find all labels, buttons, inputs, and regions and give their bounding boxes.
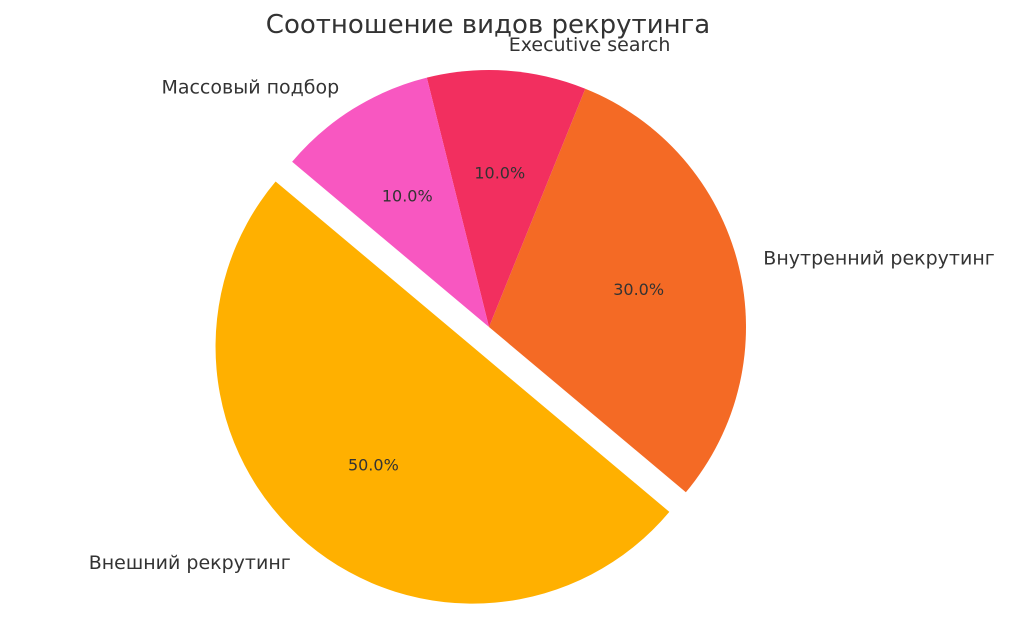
slice-percent-label: 10.0% bbox=[382, 187, 433, 206]
pie-slice bbox=[292, 77, 489, 327]
pie-slice bbox=[215, 181, 670, 604]
slice-category-label: Внутренний рекрутинг bbox=[763, 248, 994, 270]
slice-percent-label: 30.0% bbox=[613, 280, 664, 299]
pie-slices bbox=[215, 70, 747, 604]
pie-slice bbox=[426, 70, 586, 328]
chart-title: Соотношение видов рекрутинга bbox=[266, 10, 710, 40]
pie-slice bbox=[489, 88, 747, 493]
slice-percent-label: 10.0% bbox=[474, 164, 525, 183]
pie-labels: 50.0% Внешний рекрутинг 30.0% Внутренний ре… bbox=[89, 34, 995, 574]
slice-category-label: Массовый подбор bbox=[161, 76, 339, 98]
slice-category-label: Внешний рекрутинг bbox=[89, 552, 291, 574]
slice-category-label: Executive search bbox=[509, 34, 671, 56]
slice-percent-label: 50.0% bbox=[348, 455, 399, 474]
